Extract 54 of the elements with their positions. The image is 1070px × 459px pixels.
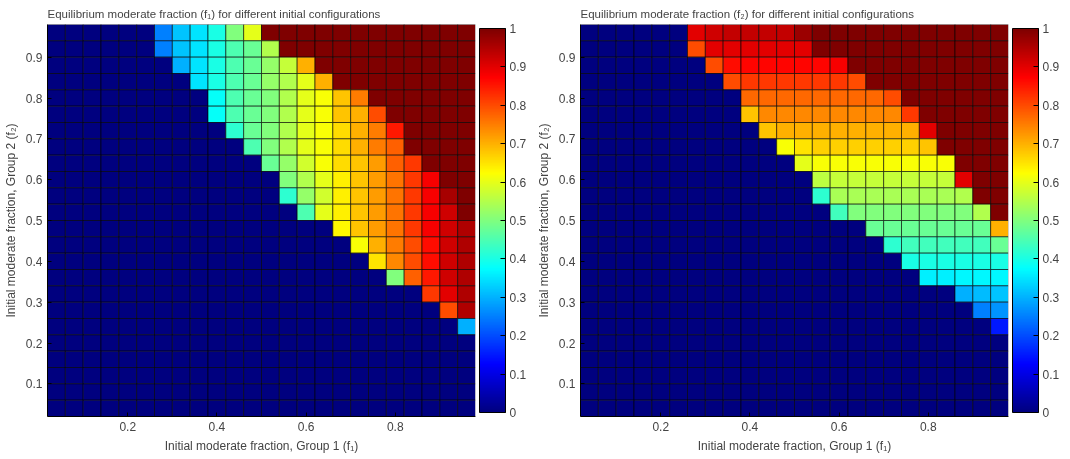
y-tick-label: 0.1 xyxy=(558,377,576,392)
chart-title: Equilibrium moderate fraction (f₂) for different initial configurations xyxy=(580,7,915,20)
color-bar-label: 0.9 xyxy=(509,60,527,75)
x-tick-label: 0.4 xyxy=(741,419,759,434)
x-tick-label: 0.6 xyxy=(297,419,315,434)
color-bar-label: 0.8 xyxy=(1042,98,1060,113)
color-bar-label: 0.5 xyxy=(1042,214,1060,228)
y-axis-title: Initial moderate fraction, Group 2 (f₂) xyxy=(536,123,551,318)
color-bar-label: 0 xyxy=(509,406,517,420)
x-tick-label: 0.2 xyxy=(652,419,670,434)
color-bar-label: 0.4 xyxy=(509,252,527,267)
x-tick-label: 0.8 xyxy=(386,419,404,434)
color-bar-label: 0.3 xyxy=(1042,290,1060,305)
x-axis-title: Initial moderate fraction, Group 1 (f₁) xyxy=(164,438,359,453)
y-tick-label: 0.3 xyxy=(558,295,576,310)
color-bar-label: 0.4 xyxy=(1042,252,1060,267)
x-tick-label: 0.4 xyxy=(208,419,226,434)
y-tick-label: 0.7 xyxy=(558,132,576,147)
color-bar-label: 0.1 xyxy=(509,367,527,382)
y-tick-label: 0.6 xyxy=(558,173,576,188)
color-bar-label: 0.2 xyxy=(509,329,527,344)
color-bar-label: 0.2 xyxy=(1042,329,1060,344)
color-bar-label: 0.7 xyxy=(509,137,527,152)
color-bar-label: 0.8 xyxy=(509,98,527,113)
y-tick-label: 0.2 xyxy=(558,336,576,351)
color-bar-label: 0.5 xyxy=(509,214,527,228)
color-bar-label: 1 xyxy=(509,22,517,36)
y-tick-label: 0.7 xyxy=(25,132,43,147)
y-tick-label: 0.5 xyxy=(558,214,576,228)
y-tick-label: 0.3 xyxy=(25,295,43,310)
x-tick-label: 0.6 xyxy=(830,419,848,434)
y-tick-label: 0.6 xyxy=(25,173,43,188)
y-tick-label: 0.4 xyxy=(558,254,576,269)
x-tick-label: 0.2 xyxy=(119,419,137,434)
color-bar-label: 0.9 xyxy=(1042,60,1060,75)
y-tick-label: 0.2 xyxy=(25,336,43,351)
y-tick-label: 0.5 xyxy=(25,214,43,228)
y-tick-label: 0.8 xyxy=(558,91,576,106)
color-bar-label: 1 xyxy=(1042,22,1050,36)
y-axis-title: Initial moderate fraction, Group 2 (f₂) xyxy=(3,123,18,318)
y-tick-label: 0.8 xyxy=(25,91,43,106)
x-axis-title: Initial moderate fraction, Group 1 (f₁) xyxy=(697,438,892,453)
y-tick-label: 0.4 xyxy=(25,254,43,269)
x-tick-label: 0.8 xyxy=(919,419,937,434)
color-bar-label: 0.1 xyxy=(1042,367,1060,382)
color-bar-label: 0.6 xyxy=(509,175,527,190)
chart-title: Equilibrium moderate fraction (f₁) for different initial configurations xyxy=(47,7,381,20)
y-tick-label: 0.9 xyxy=(558,50,576,65)
color-bar-label: 0.3 xyxy=(509,290,527,305)
color-bar-label: 0.7 xyxy=(1042,137,1060,152)
color-bar-label: 0 xyxy=(1042,406,1050,420)
y-tick-label: 0.9 xyxy=(25,50,43,65)
color-bar-label: 0.6 xyxy=(1042,175,1060,190)
y-tick-label: 0.1 xyxy=(25,377,43,392)
